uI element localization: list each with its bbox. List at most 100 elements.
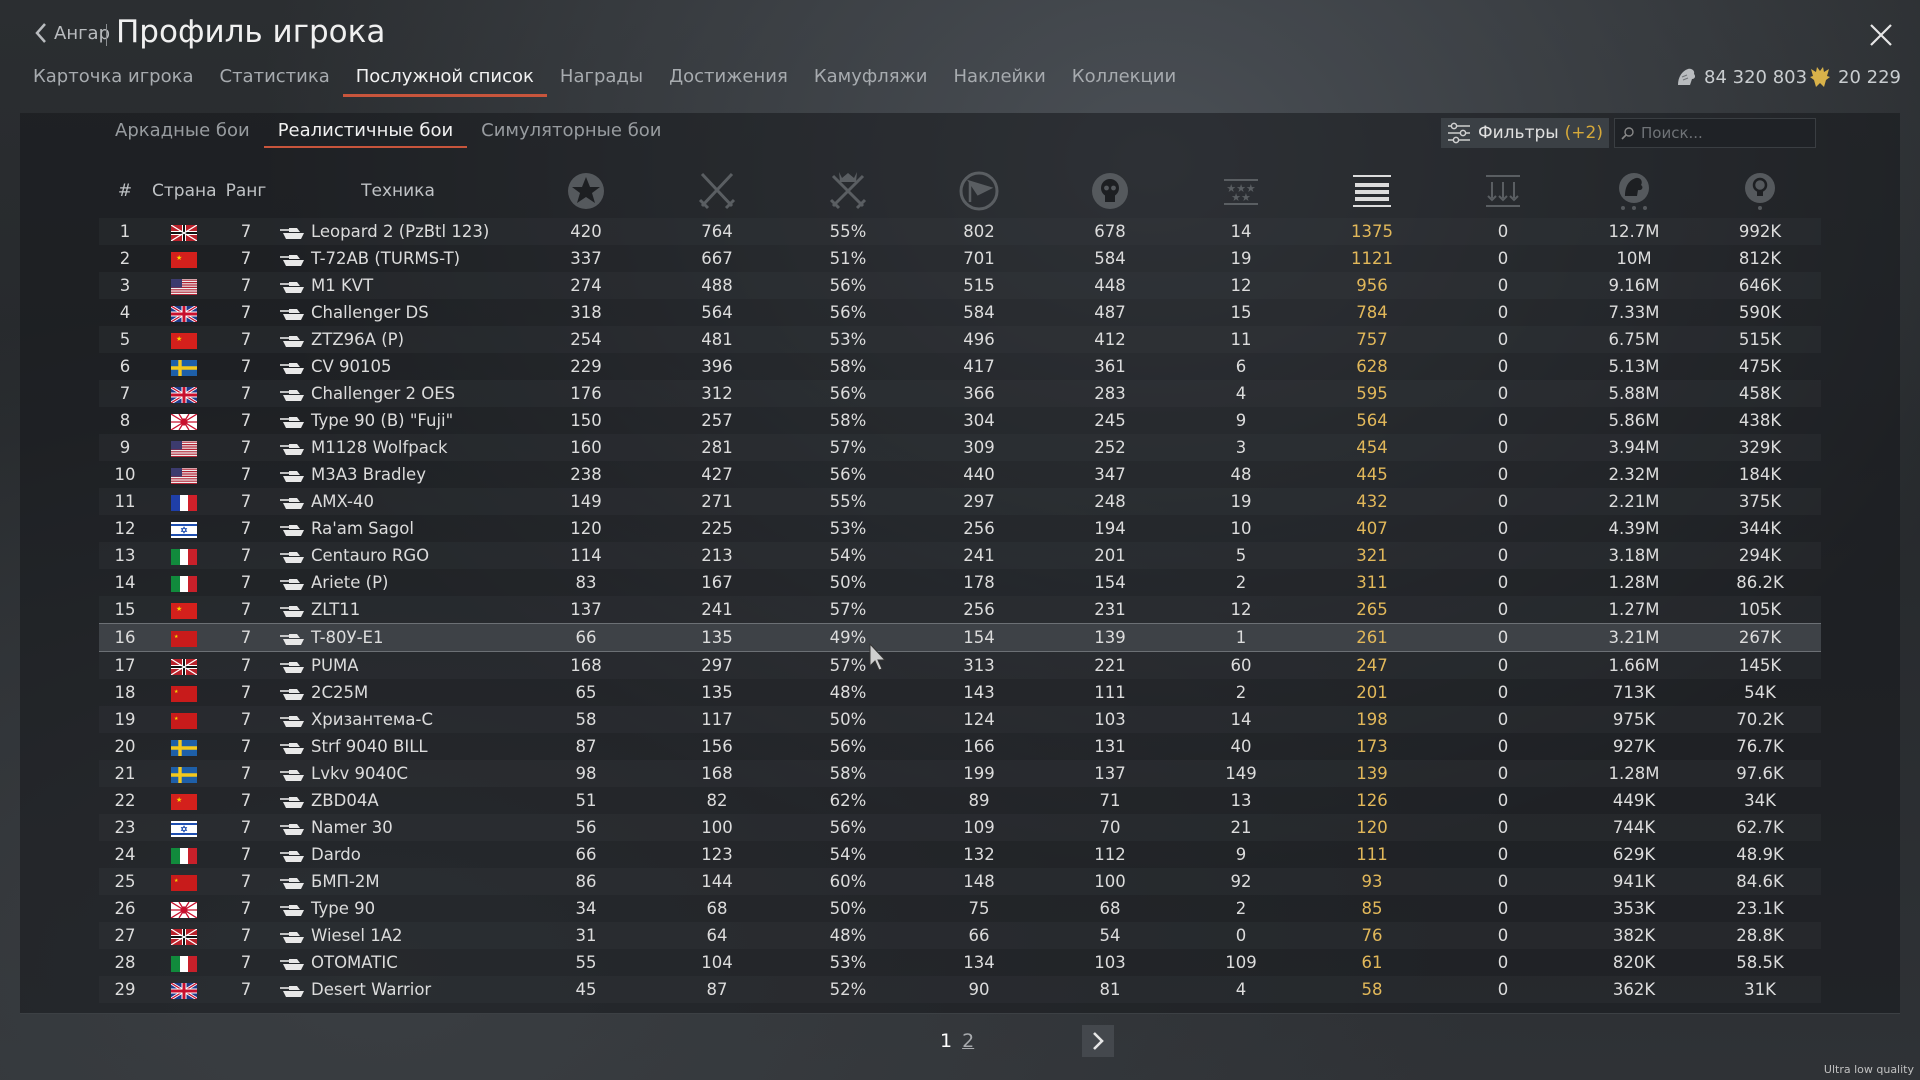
table-row[interactable]: 24 7 Dardo 66 123 54% 132 112 9 111 0 629K 48.9K <box>99 841 1821 868</box>
back-to-hangar-button[interactable]: Ангар <box>34 22 110 44</box>
tab-4[interactable]: Достижения <box>669 66 788 87</box>
search-box[interactable] <box>1614 118 1816 148</box>
col-number[interactable]: # <box>117 181 133 201</box>
table-row[interactable]: 14 7 Ariete (P) 83 167 50% 178 154 2 311 0 1.28M 86.… <box>99 569 1821 596</box>
stat-naval-kills: 0 <box>1437 623 1569 652</box>
stat-deaths: 448 <box>1045 272 1175 299</box>
row-number: 4 <box>119 303 131 322</box>
stat-missions: 515 <box>913 272 1045 299</box>
tab-3[interactable]: Награды <box>559 66 644 87</box>
col-vehicle[interactable]: Техника <box>361 181 435 201</box>
stat-battles: 135 <box>701 683 733 702</box>
table-row[interactable]: 21 7 Lvkv 9040C 98 168 58% 199 137 149 139 0 1.28M 9… <box>99 760 1821 787</box>
table-row[interactable]: 6 7 CV 90105 229 396 58% 417 361 6 628 0 5.13M 475K <box>99 353 1821 380</box>
usa-flag-icon <box>171 440 197 457</box>
tab-1[interactable]: Статистика <box>219 66 330 87</box>
tab-7[interactable]: Коллекции <box>1071 66 1177 87</box>
stat-naval-kills: 0 <box>1437 542 1569 569</box>
sweden-flag-icon <box>171 359 197 376</box>
col-rank[interactable]: Ранг <box>225 181 267 201</box>
vehicle-name: Challenger 2 OES <box>311 384 456 403</box>
row-number: 26 <box>114 899 136 918</box>
stat-victories-percent: 48% <box>829 683 867 702</box>
table-row[interactable]: 2 ★ 7 T-72AB (TURMS-T) 337 667 51% 701 584 19 1121… <box>99 245 1821 272</box>
stat-deaths: 103 <box>1094 953 1126 972</box>
table-row[interactable]: 8 7 Type 90 (B) "Fuji" 150 257 58% 304 245 9 564 0… <box>99 407 1821 434</box>
col-deaths[interactable] <box>1045 164 1175 218</box>
table-row[interactable]: 15 ★ 7 ZLT11 137 241 57% 256 231 12 265 0 1.27M 105K <box>99 596 1821 624</box>
tab-6[interactable]: Наклейки <box>953 66 1046 87</box>
tab-0[interactable]: Карточка игрока <box>33 66 194 87</box>
stat-respawns: 176 <box>521 380 651 407</box>
germany-flag-icon <box>170 657 198 676</box>
table-row[interactable]: 17 7 PUMA 168 297 57% 313 221 60 247 0 1.66M 145K <box>99 651 1821 679</box>
table-row[interactable]: 11 7 AMX-40 149 271 55% 297 248 19 432 0 2.21M 375K <box>99 488 1821 515</box>
stat-missions: 701 <box>963 249 995 268</box>
country-cell: ★ <box>151 787 217 814</box>
stat-naval-kills: 0 <box>1437 651 1569 679</box>
table-row[interactable]: 5 ★ 7 ZTZ96A (P) 254 481 53% 496 412 11 757 0 6.75M 5… <box>99 326 1821 353</box>
table-row[interactable]: 27 7 Wiesel 1A2 31 64 48% 66 54 0 76 0 382K 28.8K <box>99 922 1821 949</box>
mode-tab-2[interactable]: Симуляторные бои <box>481 120 662 141</box>
table-row[interactable]: 23 7 Namer 30 56 100 56% 109 70 21 120 0 744K 62.7K <box>99 814 1821 841</box>
table-row[interactable]: 9 7 M1128 Wolfpack 160 281 57% 309 252 3 454 0 3.94… <box>99 434 1821 461</box>
stat-missions: 148 <box>913 868 1045 895</box>
tab-2[interactable]: Послужной список <box>342 62 548 97</box>
stat-missions: 304 <box>963 411 995 430</box>
stat-deaths: 412 <box>1045 326 1175 353</box>
stat-deaths: 201 <box>1045 542 1175 569</box>
stat-silver-earned: 3.21M <box>1569 623 1699 652</box>
tank-icon <box>279 687 305 701</box>
table-row[interactable]: 20 7 Strf 9040 BILL 87 156 56% 166 131 40 173 0 927… <box>99 733 1821 760</box>
page-1[interactable]: 1 <box>940 1030 953 1052</box>
col-naval-kills[interactable] <box>1437 164 1569 218</box>
table-row[interactable]: 19 ★ 7 Хризантема-С 58 117 50% 124 103 14 198 0 975K… <box>99 706 1821 733</box>
stat-silver-earned: 10M <box>1616 249 1652 268</box>
stat-deaths: 103 <box>1045 706 1175 733</box>
next-page-button[interactable] <box>1082 1025 1114 1057</box>
col-silver-earned[interactable] <box>1569 164 1699 218</box>
search-input[interactable] <box>1639 123 1813 143</box>
stat-respawns: 120 <box>570 519 602 538</box>
table-row[interactable]: 4 7 Challenger DS 318 564 56% 584 487 15 784 0 7.33… <box>99 299 1821 326</box>
close-icon[interactable] <box>1868 22 1894 48</box>
stat-ground-kills: 58 <box>1307 976 1437 1003</box>
table-row[interactable]: 29 7 Desert Warrior 45 87 52% 90 81 4 58 0 362K 31K <box>99 976 1821 1003</box>
table-row[interactable]: 26 7 Type 90 34 68 50% 75 68 2 85 0 353K 23.1K <box>99 895 1821 922</box>
tab-5[interactable]: Камуфляжи <box>813 66 928 87</box>
col-respawns[interactable] <box>521 164 651 218</box>
stat-silver-earned: 713K <box>1612 683 1656 702</box>
mode-tab-0[interactable]: Аркадные бои <box>115 120 250 141</box>
col-country[interactable]: Страна <box>152 181 217 201</box>
stat-air-kills: 5 <box>1175 542 1307 569</box>
tank-icon <box>279 714 305 728</box>
table-row[interactable]: 18 ★ 7 2С25М 65 135 48% 143 111 2 201 0 713K 54K <box>99 679 1821 706</box>
table-row[interactable]: 7 7 Challenger 2 OES 176 312 56% 366 283 4 595 0 5.… <box>99 380 1821 407</box>
col-ground-kills[interactable] <box>1307 164 1437 218</box>
table-row[interactable]: 13 7 Centauro RGO 114 213 54% 241 201 5 321 0 3.18M… <box>99 542 1821 569</box>
col-missions[interactable] <box>913 164 1045 218</box>
table-row[interactable]: 10 7 M3A3 Bradley 238 427 56% 440 347 48 445 0 2.32… <box>99 461 1821 488</box>
table-row[interactable]: 28 7 OTOMATIC 55 104 53% 134 103 109 61 0 820K 58.5K <box>99 949 1821 976</box>
stat-air-kills: 149 <box>1175 760 1307 787</box>
filters-button[interactable]: Фильтры (+2) <box>1441 118 1609 148</box>
table-row[interactable]: 25 ★ 7 БМП-2М 86 144 60% 148 100 92 93 0 941K 84.6K <box>99 868 1821 895</box>
table-row[interactable]: 22 ★ 7 ZBD04A 51 82 62% 89 71 13 126 0 449K 34K <box>99 787 1821 814</box>
table-bottom-divider <box>20 1013 1900 1014</box>
table-row[interactable]: 16 ★ 7 T-80У-E1 66 135 49% 154 139 1 261 0 3.21M 267K <box>99 623 1821 652</box>
col-research-points[interactable] <box>1699 164 1821 218</box>
col-air-kills[interactable]: ★★★ ★★ <box>1175 164 1307 218</box>
vehicle-cell: Strf 9040 BILL <box>275 733 521 760</box>
col-victories[interactable] <box>783 164 913 218</box>
table-row[interactable]: 1 7 Leopard 2 (PzBtl 123) 420 764 55% 802 678 14… <box>99 218 1821 245</box>
table-row[interactable]: 12 7 Ra'am Sagol 120 225 53% 256 194 10 407 0 4.39M… <box>99 515 1821 542</box>
gold-amount: 20 229 <box>1838 66 1901 88</box>
stat-research-points: 62.7K <box>1699 814 1821 841</box>
row-number: 20 <box>114 737 136 756</box>
mode-tab-1[interactable]: Реалистичные бои <box>263 116 468 148</box>
svg-text:★: ★ <box>176 335 182 343</box>
page-2[interactable]: 2 <box>962 1030 975 1052</box>
col-battles[interactable] <box>651 164 783 218</box>
table-row[interactable]: 3 7 M1 KVT 274 488 56% 515 448 12 956 0 9.16M 646K <box>99 272 1821 299</box>
stat-victories-percent: 60% <box>783 868 913 895</box>
